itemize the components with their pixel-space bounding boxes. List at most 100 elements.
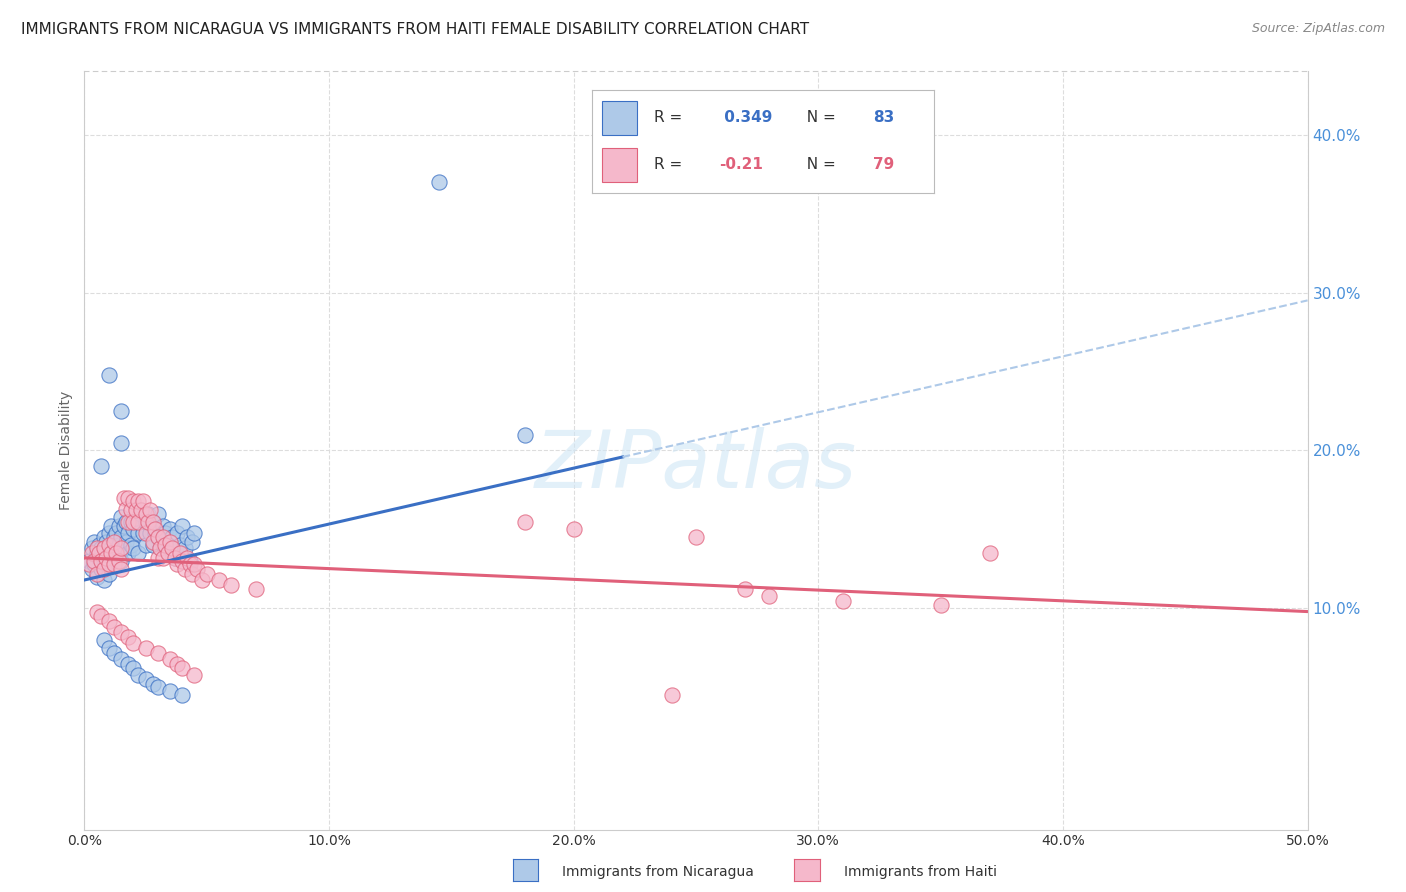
Point xyxy=(149,541,172,556)
Point xyxy=(156,546,179,560)
Point xyxy=(97,368,120,382)
Point xyxy=(208,573,231,587)
Point xyxy=(100,546,122,560)
Point xyxy=(142,535,165,549)
Point xyxy=(186,562,208,576)
Point xyxy=(90,562,112,576)
Point xyxy=(87,538,110,552)
Point xyxy=(146,550,169,565)
Point xyxy=(87,546,110,560)
Point xyxy=(179,557,201,572)
Point xyxy=(831,593,853,607)
Point xyxy=(179,554,201,568)
Point xyxy=(135,538,157,552)
Point xyxy=(132,525,155,540)
Point xyxy=(146,530,169,544)
Point xyxy=(110,562,132,576)
Point xyxy=(103,554,125,568)
Point xyxy=(97,538,120,552)
Point xyxy=(90,609,112,624)
Point xyxy=(110,404,132,418)
Point xyxy=(86,605,108,619)
Point xyxy=(110,509,132,524)
Point xyxy=(153,525,176,540)
Point xyxy=(105,546,128,560)
Point xyxy=(685,530,707,544)
Point xyxy=(103,535,125,549)
Point xyxy=(112,519,135,533)
Point xyxy=(93,633,115,648)
Point xyxy=(97,525,120,540)
Point xyxy=(120,538,142,552)
Point xyxy=(93,541,115,556)
Point xyxy=(149,541,172,556)
Point xyxy=(105,525,128,540)
Point xyxy=(146,681,169,695)
Point xyxy=(117,657,139,671)
Point xyxy=(183,525,205,540)
Point xyxy=(110,530,132,544)
Point xyxy=(97,614,120,628)
Point xyxy=(97,557,120,572)
Point xyxy=(135,515,157,529)
Point xyxy=(103,646,125,660)
Point xyxy=(107,519,129,533)
Point xyxy=(159,683,181,698)
Point xyxy=(135,507,157,521)
Point xyxy=(513,515,536,529)
Point xyxy=(117,630,139,644)
Point xyxy=(103,557,125,572)
Point xyxy=(758,589,780,603)
Point xyxy=(166,657,188,671)
Point xyxy=(132,494,155,508)
Point xyxy=(117,491,139,505)
Point xyxy=(146,646,169,660)
Point xyxy=(107,554,129,568)
Point xyxy=(96,557,118,572)
Point xyxy=(142,515,165,529)
Point xyxy=(163,550,186,565)
Point xyxy=(117,515,139,529)
Point xyxy=(120,503,142,517)
Point xyxy=(112,491,135,505)
Point xyxy=(162,541,184,556)
Point xyxy=(181,535,204,549)
Point xyxy=(152,530,174,544)
Point xyxy=(135,525,157,540)
Point xyxy=(169,546,191,560)
Point xyxy=(122,636,145,650)
Point xyxy=(427,175,450,189)
Point xyxy=(127,494,149,508)
Point xyxy=(143,523,166,537)
Point xyxy=(152,538,174,552)
Point xyxy=(105,546,128,560)
Point xyxy=(93,554,115,568)
Point xyxy=(979,546,1001,560)
Point xyxy=(143,525,166,540)
Point xyxy=(172,519,194,533)
Point xyxy=(153,538,176,552)
Point xyxy=(562,523,585,537)
Point xyxy=(115,502,138,516)
Point xyxy=(115,535,138,549)
Point xyxy=(80,562,103,576)
Point xyxy=(146,530,169,544)
Point xyxy=(97,546,120,560)
Point xyxy=(86,541,108,556)
Point xyxy=(139,525,162,540)
Point xyxy=(661,688,683,702)
Point xyxy=(146,507,169,521)
Point xyxy=(117,546,139,560)
Point xyxy=(110,625,132,640)
Point xyxy=(96,550,118,565)
Point xyxy=(159,541,181,556)
Point xyxy=(107,538,129,552)
Point xyxy=(115,515,138,529)
Point xyxy=(80,541,103,556)
Point xyxy=(103,620,125,634)
Point xyxy=(169,538,191,552)
Point xyxy=(176,550,198,565)
Point xyxy=(86,566,108,581)
Point xyxy=(100,519,122,533)
Point xyxy=(173,541,195,556)
